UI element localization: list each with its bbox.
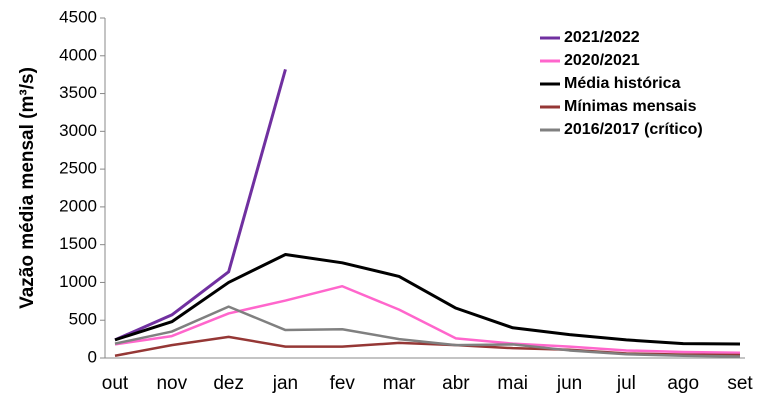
- y-tick-label: 1000: [59, 272, 97, 291]
- y-tick-label: 4000: [59, 45, 97, 64]
- legend-label: 2020/2021: [564, 52, 640, 69]
- y-tick-label: 0: [88, 347, 97, 366]
- legend-label: Mínimas mensais: [564, 98, 697, 115]
- x-tick-label: ago: [667, 373, 699, 394]
- series-line: [114, 252, 741, 346]
- y-tick-label: 3000: [59, 121, 97, 140]
- x-tick-label: jan: [272, 373, 298, 394]
- y-axis-label: Vazão média mensal (m³/s): [17, 67, 38, 309]
- series-line: [114, 284, 741, 354]
- legend-label: 2021/2022: [564, 29, 640, 46]
- y-tick-label: 1500: [59, 234, 97, 253]
- series-line: [114, 335, 741, 357]
- series-line: [114, 305, 741, 358]
- y-tick-label: 500: [69, 310, 97, 329]
- x-tick-label: mar: [383, 373, 416, 394]
- x-tick-label: set: [727, 373, 753, 394]
- x-tick-label: fev: [330, 373, 356, 394]
- y-tick-label: 2500: [59, 159, 97, 178]
- series-line: [114, 68, 287, 342]
- y-tick-label: 4500: [59, 7, 97, 26]
- y-tick-label: 3500: [59, 83, 97, 102]
- y-tick-label: 2000: [59, 196, 97, 215]
- x-tick-label: nov: [156, 373, 187, 394]
- x-tick-label: out: [102, 373, 129, 394]
- x-tick-label: mai: [497, 373, 528, 394]
- x-tick-label: jun: [556, 373, 582, 394]
- legend-label: 2016/2017 (crítico): [564, 121, 703, 138]
- x-tick-label: abr: [442, 373, 470, 394]
- x-tick-label: dez: [213, 373, 244, 394]
- x-tick-label: jul: [616, 373, 636, 394]
- legend-label: Média histórica: [564, 75, 681, 92]
